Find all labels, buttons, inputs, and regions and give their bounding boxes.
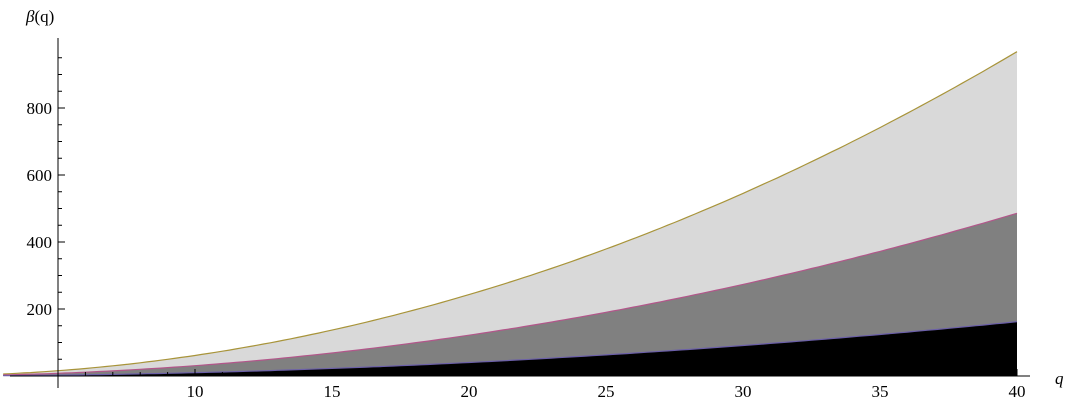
area-layer [3, 51, 1017, 376]
tick-labels: 10 15 20 25 30 35 40 200 400 600 800 [27, 99, 1026, 401]
curve-line-3 [3, 51, 1018, 375]
x-tick-label: 35 [872, 382, 889, 401]
x-tick-label: 10 [187, 382, 204, 401]
x-tick-label: 40 [1009, 382, 1026, 401]
axes [10, 38, 1030, 388]
y-axis-label: β(q) [25, 7, 54, 26]
x-tick-label: 15 [324, 382, 341, 401]
y-tick-label: 200 [27, 300, 53, 319]
area-band-1 [3, 321, 1017, 376]
x-tick-label: 20 [461, 382, 478, 401]
area-band-2 [3, 213, 1017, 376]
y-tick-label: 600 [27, 166, 53, 185]
y-tick-label: 800 [27, 99, 53, 118]
x-tick-label: 30 [735, 382, 752, 401]
x-axis-label: q [1055, 369, 1064, 388]
tick-marks [57, 57, 1018, 376]
y-tick-label: 400 [27, 233, 53, 252]
curve-line-1 [3, 321, 1018, 377]
x-tick-label: 25 [598, 382, 615, 401]
curve-line-2 [3, 212, 1018, 376]
curve-layer [3, 51, 1018, 377]
